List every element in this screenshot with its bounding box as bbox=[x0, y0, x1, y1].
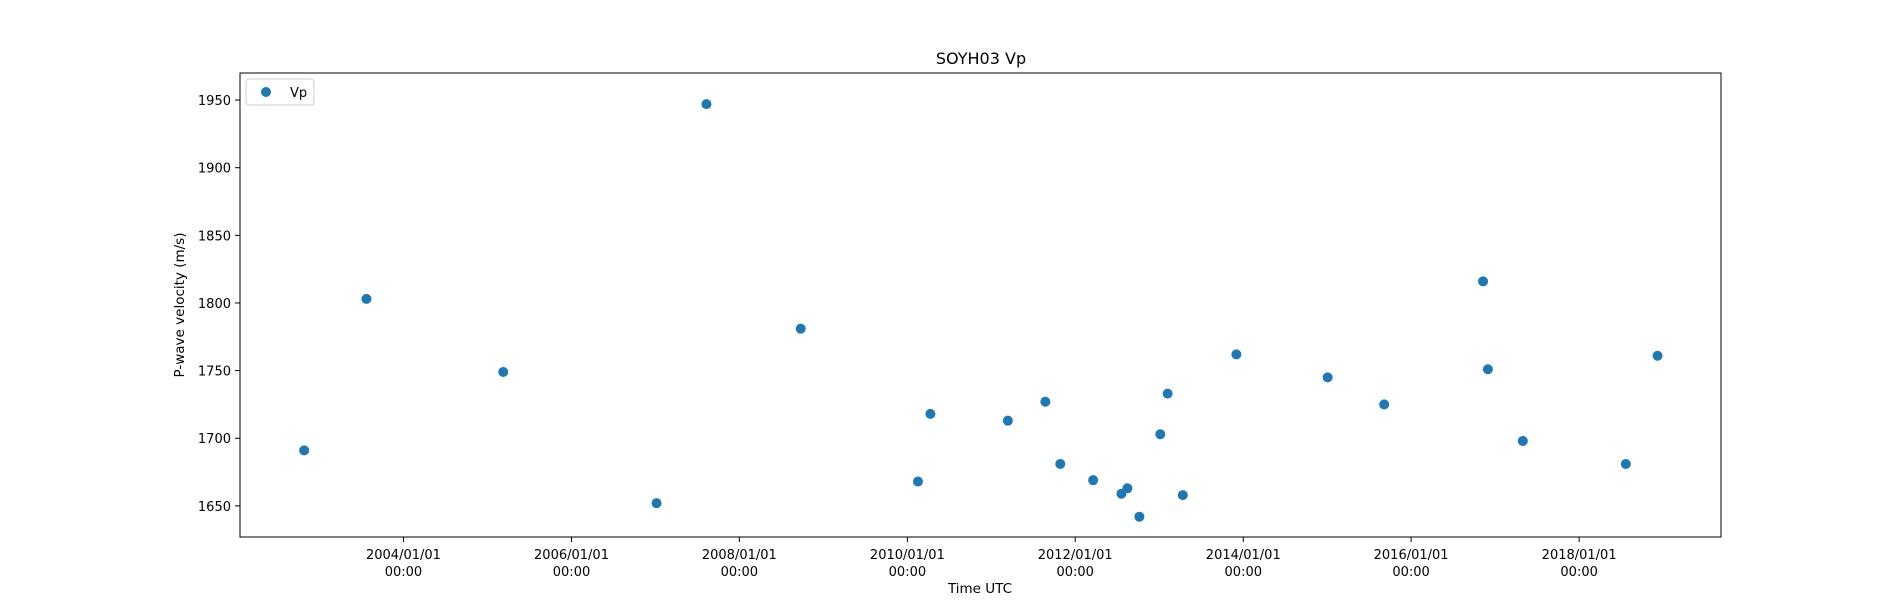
data-point bbox=[912, 476, 923, 487]
data-point bbox=[1040, 396, 1051, 407]
x-tick-label: 2008/01/01 bbox=[702, 548, 777, 563]
data-point bbox=[1122, 483, 1133, 494]
y-axis-title: P-wave velocity (m/s) bbox=[172, 233, 188, 378]
legend-label: Vp bbox=[290, 86, 307, 101]
x-tick-label: 2006/01/01 bbox=[534, 548, 609, 563]
x-tick-label: 2012/01/01 bbox=[1038, 548, 1113, 563]
x-axis-title: Time UTC bbox=[947, 581, 1012, 597]
data-point bbox=[1620, 458, 1631, 469]
x-tick-label: 2010/01/01 bbox=[870, 548, 945, 563]
x-tick-label: 2016/01/01 bbox=[1374, 548, 1449, 563]
data-point bbox=[498, 366, 509, 377]
legend-marker bbox=[261, 87, 271, 97]
data-point bbox=[1055, 458, 1066, 469]
x-tick-label: 2014/01/01 bbox=[1206, 548, 1281, 563]
y-tick-label: 1900 bbox=[198, 162, 231, 177]
data-point bbox=[1231, 349, 1242, 360]
data-point bbox=[1478, 276, 1489, 287]
y-tick-label: 1650 bbox=[198, 500, 231, 515]
y-tick-label: 1750 bbox=[198, 365, 231, 380]
data-point bbox=[795, 323, 806, 334]
data-point bbox=[1482, 364, 1493, 375]
data-point bbox=[361, 293, 372, 304]
data-point bbox=[1652, 350, 1663, 361]
data-point bbox=[299, 445, 310, 456]
legend-box bbox=[245, 78, 315, 106]
data-point bbox=[651, 498, 662, 509]
x-axis: 2004/01/01 00:00 2006/01/01 00:00 2008/01/01… bbox=[366, 537, 1617, 580]
y-axis: 1650 1700 1750 1800 1850 1900 1950 bbox=[198, 94, 240, 515]
y-tick-label: 1800 bbox=[198, 297, 231, 312]
data-point bbox=[925, 408, 936, 419]
y-tick-label: 1850 bbox=[198, 229, 231, 244]
x-tick-label-time: 00:00 bbox=[889, 565, 926, 580]
x-tick-label: 2004/01/01 bbox=[366, 548, 441, 563]
data-point bbox=[1134, 511, 1145, 522]
x-tick-label-time: 00:00 bbox=[553, 565, 590, 580]
x-tick-label-time: 00:00 bbox=[721, 565, 758, 580]
data-point bbox=[1379, 399, 1390, 410]
data-point bbox=[1155, 429, 1166, 440]
y-tick-label: 1950 bbox=[198, 94, 231, 109]
data-point bbox=[1002, 415, 1013, 426]
x-tick-label-time: 00:00 bbox=[1225, 565, 1262, 580]
data-points bbox=[299, 99, 1663, 522]
data-point bbox=[1517, 435, 1528, 446]
x-tick-label-time: 00:00 bbox=[1560, 565, 1597, 580]
chart-title: SOYH03 Vp bbox=[936, 49, 1026, 68]
data-point bbox=[701, 99, 712, 110]
plot-area bbox=[239, 72, 1722, 538]
x-tick-label-time: 00:00 bbox=[1392, 565, 1429, 580]
data-point bbox=[1162, 388, 1173, 399]
x-tick-label-time: 00:00 bbox=[385, 565, 422, 580]
data-point bbox=[1177, 490, 1188, 501]
legend: Vp bbox=[245, 78, 315, 106]
x-tick-label: 2018/01/01 bbox=[1542, 548, 1617, 563]
data-point bbox=[1322, 372, 1333, 383]
data-point bbox=[1088, 475, 1099, 486]
x-tick-label-time: 00:00 bbox=[1056, 565, 1093, 580]
y-tick-label: 1700 bbox=[198, 432, 231, 447]
